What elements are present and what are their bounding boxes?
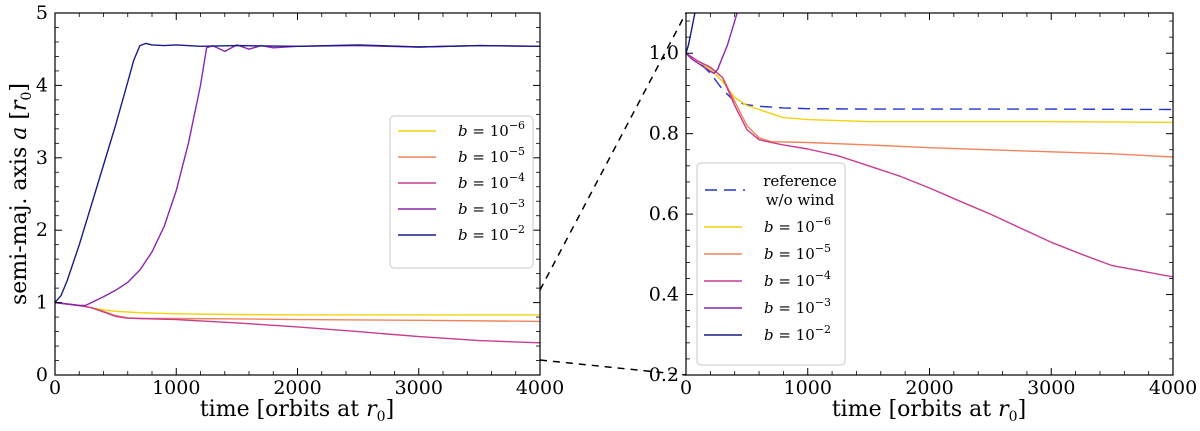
right-legend-label-2: b = 10−5 <box>764 242 831 263</box>
right-y-tick-label: 0.8 <box>649 123 679 145</box>
left-legend-label-3: b = 10−4 <box>458 171 525 192</box>
right-legend-reference-label-line1: reference <box>763 172 837 190</box>
right-series-line-2 <box>686 52 1173 158</box>
left-legend-label-2: b = 10−5 <box>458 145 525 166</box>
right-series-line-4 <box>686 13 738 75</box>
left-x-tick-label: 3000 <box>395 377 443 399</box>
right-legend-label-1: b = 10−6 <box>764 215 831 236</box>
left-y-tick-label: 4 <box>36 74 48 96</box>
right-x-tick-label: 1000 <box>784 377 832 399</box>
left-legend-label-4: b = 10−3 <box>458 197 525 218</box>
right-legend-box <box>696 162 846 366</box>
left-x-axis-label: time [orbits at r0] <box>200 397 394 425</box>
right-series-line-3 <box>686 52 1173 278</box>
right-y-tick-label: 0.4 <box>649 284 679 306</box>
left-legend: b = 10−6 b = 10−5 b = 10−4 b = 10−3 b = 10−2 <box>389 115 534 269</box>
right-y-tick-label: 0.2 <box>649 364 679 386</box>
left-legend-label-1: b = 10−6 <box>458 119 525 140</box>
right-legend-reference-label-line2: w/o wind <box>766 191 835 209</box>
right-legend-label-3: b = 10−4 <box>764 269 831 290</box>
left-panel: 0 1000 2000 3000 4000 0 1 2 3 4 5 time [orbits at … <box>7 2 564 425</box>
right-x-tick-label: 0 <box>680 377 692 399</box>
right-legend-label-5: b = 10−2 <box>764 323 831 344</box>
zoom-connector-bottom <box>539 359 687 376</box>
left-y-axis-label: semi-maj. axis a [r0] <box>7 83 35 305</box>
left-y-tick-label: 1 <box>36 292 48 314</box>
left-y-tick-label: 0 <box>36 364 48 386</box>
right-x-axis-label: time [orbits at r0] <box>832 397 1026 425</box>
right-y-tick-label: 1.0 <box>649 42 679 64</box>
right-x-tick-label: 3000 <box>1027 377 1075 399</box>
left-y-tick-label: 5 <box>36 2 48 24</box>
left-y-tick-label: 3 <box>36 147 48 169</box>
right-reference-line <box>686 52 1173 111</box>
left-x-tick-label: 2000 <box>273 377 321 399</box>
right-y-tick-label: 0.6 <box>649 203 679 225</box>
right-x-tick-label: 2000 <box>905 377 953 399</box>
right-series-line-1 <box>686 52 1173 124</box>
right-legend-label-4: b = 10−3 <box>764 296 831 317</box>
left-x-tick-label: 4000 <box>516 377 564 399</box>
left-legend-label-5: b = 10−2 <box>458 223 525 244</box>
left-series-line-5 <box>55 42 540 304</box>
right-x-tick-label: 4000 <box>1149 377 1197 399</box>
left-series-line-1 <box>55 301 540 316</box>
left-y-tick-label: 2 <box>36 219 48 241</box>
right-series-line-5 <box>686 13 696 54</box>
left-x-tick-label: 0 <box>49 377 61 399</box>
zoom-connector-top <box>539 12 687 291</box>
right-panel: 0 1000 2000 3000 4000 0.2 0.4 0.6 0.8 1.0 time [o… <box>649 12 1197 425</box>
left-x-tick-label: 1000 <box>152 377 200 399</box>
left-legend-box <box>389 115 534 269</box>
left-series-line-3 <box>55 301 540 344</box>
